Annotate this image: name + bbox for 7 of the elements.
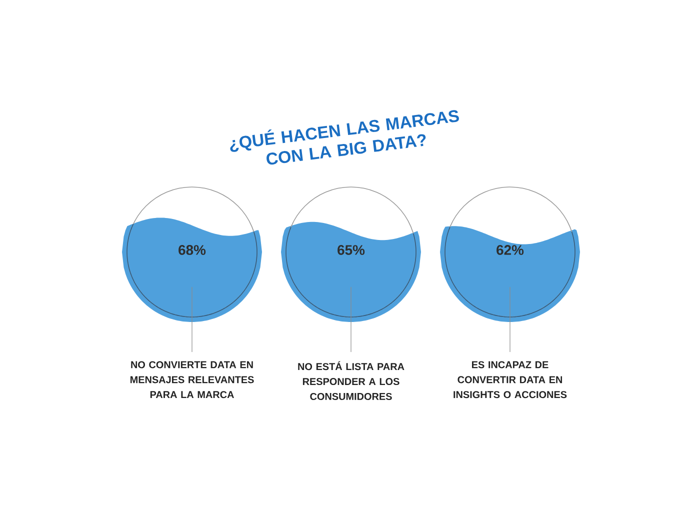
data-label: 65% — [338, 245, 365, 255]
data-label: 62% — [496, 245, 524, 255]
category-label: NO CONVIERTE DATA EN MENSAJES RELEVANTES PARA LA MARCA — [130, 361, 254, 398]
text: ¿QUÉ HACEN LAS MARCAS CON LA BIG DATA? — [230, 110, 459, 165]
data-label: 68% — [178, 245, 206, 255]
category-label: ES INCAPAZ DE CONVERTIR DATA EN INSIGHTS O ACCIONES — [454, 361, 567, 398]
category-label: NO ESTÁ LISTA PARA RESPONDER A LOS CONSUMIDORES — [298, 361, 404, 400]
